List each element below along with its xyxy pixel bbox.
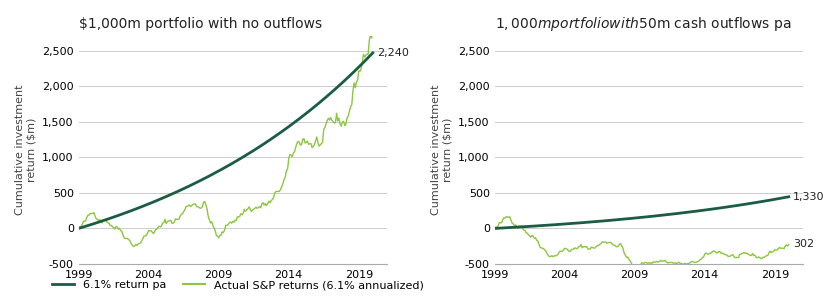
Text: 2,240: 2,240 (377, 48, 409, 58)
Legend: 6.1% return pa, Actual S&P returns (6.1% annualized): 6.1% return pa, Actual S&P returns (6.1%… (48, 276, 428, 294)
Y-axis label: Cumulative investment
return ($m): Cumulative investment return ($m) (431, 85, 453, 215)
Text: 1,330: 1,330 (793, 192, 824, 202)
Text: $1,000m portfolio with $50m cash outflows pa: $1,000m portfolio with $50m cash outflow… (495, 15, 791, 33)
Text: $1,000m portfolio with no outflows: $1,000m portfolio with no outflows (79, 17, 322, 31)
Text: 302: 302 (793, 239, 814, 249)
Y-axis label: Cumulative investment
return ($m): Cumulative investment return ($m) (15, 85, 37, 215)
